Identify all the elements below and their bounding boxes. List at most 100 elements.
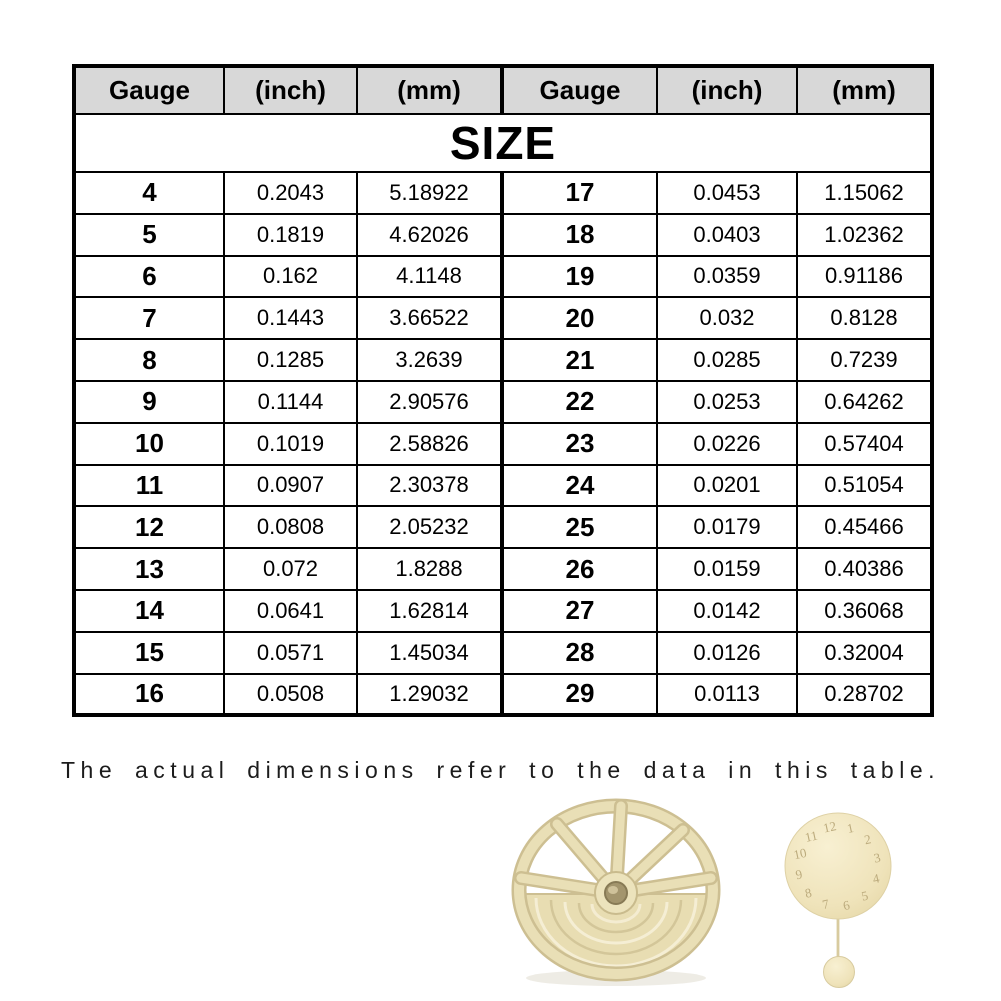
gauge-cell: 14 bbox=[73, 588, 225, 633]
inch-cell: 0.0453 bbox=[656, 171, 798, 215]
mm-cell: 0.51054 bbox=[796, 463, 933, 508]
mm-cell: 1.15062 bbox=[796, 171, 933, 215]
inch-cell: 0.0142 bbox=[656, 588, 798, 633]
clock-numeral: 5 bbox=[860, 888, 869, 904]
mm-cell: 0.32004 bbox=[796, 630, 933, 675]
gauge-cell: 27 bbox=[500, 588, 658, 633]
col-header-gauge-left: Gauge bbox=[73, 65, 225, 115]
col-header-gauge-right: Gauge bbox=[500, 65, 658, 115]
table-row: 10 0.1019 2.58826 23 0.0226 0.57404 bbox=[73, 421, 933, 466]
inch-cell: 0.1019 bbox=[223, 421, 358, 466]
clock-face bbox=[784, 812, 892, 920]
gauge-cell: 4 bbox=[73, 171, 225, 215]
table-title-row: SIZE bbox=[73, 113, 933, 173]
gauge-cell: 6 bbox=[73, 254, 225, 299]
mm-cell: 2.90576 bbox=[356, 379, 503, 424]
mm-cell: 4.62026 bbox=[356, 212, 503, 257]
mm-cell: 0.40386 bbox=[796, 547, 933, 591]
table-row: 11 0.0907 2.30378 24 0.0201 0.51054 bbox=[73, 463, 933, 508]
mm-cell: 0.8128 bbox=[796, 296, 933, 341]
table-row: 13 0.072 1.8288 26 0.0159 0.40386 bbox=[73, 547, 933, 591]
table-header-row: Gauge (inch) (mm) Gauge (inch) (mm) bbox=[73, 65, 933, 115]
gauge-cell: 7 bbox=[73, 296, 225, 341]
col-header-inch-right: (inch) bbox=[656, 65, 798, 115]
table-caption: The actual dimensions refer to the data … bbox=[60, 757, 941, 783]
inch-cell: 0.1285 bbox=[223, 338, 358, 382]
clock-numeral: 2 bbox=[863, 831, 872, 847]
mm-cell: 3.2639 bbox=[356, 338, 503, 382]
inch-cell: 0.0159 bbox=[656, 547, 798, 591]
gauge-cell: 17 bbox=[500, 171, 658, 215]
table-row: 15 0.0571 1.45034 28 0.0126 0.32004 bbox=[73, 630, 933, 675]
gauge-cell: 29 bbox=[500, 672, 658, 717]
table-row: 6 0.162 4.1148 19 0.0359 0.91186 bbox=[73, 254, 933, 299]
gauge-cell: 21 bbox=[500, 338, 658, 382]
brass-wheel-photo bbox=[511, 798, 721, 986]
mm-cell: 0.57404 bbox=[796, 421, 933, 466]
gauge-cell: 15 bbox=[73, 630, 225, 675]
inch-cell: 0.0253 bbox=[656, 379, 798, 424]
table-row: 7 0.1443 3.66522 20 0.032 0.8128 bbox=[73, 296, 933, 341]
clock-numeral: 10 bbox=[792, 845, 808, 862]
clock-numeral: 7 bbox=[821, 896, 831, 912]
mm-cell: 2.30378 bbox=[356, 463, 503, 508]
mm-cell: 2.58826 bbox=[356, 421, 503, 466]
mm-cell: 1.62814 bbox=[356, 588, 503, 633]
gauge-cell: 10 bbox=[73, 421, 225, 466]
mm-cell: 0.64262 bbox=[796, 379, 933, 424]
mm-cell: 0.7239 bbox=[796, 338, 933, 382]
gauge-cell: 22 bbox=[500, 379, 658, 424]
clock-numeral: 6 bbox=[842, 897, 852, 913]
mm-cell: 1.45034 bbox=[356, 630, 503, 675]
inch-cell: 0.0179 bbox=[656, 505, 798, 550]
pendulum-rod bbox=[836, 913, 840, 961]
inch-cell: 0.0226 bbox=[656, 421, 798, 466]
clock-numeral: 12 bbox=[822, 818, 838, 835]
clock-numeral: 3 bbox=[872, 850, 881, 866]
gauge-cell: 18 bbox=[500, 212, 658, 257]
table-row: 8 0.1285 3.2639 21 0.0285 0.7239 bbox=[73, 338, 933, 382]
gauge-cell: 13 bbox=[73, 547, 225, 591]
inch-cell: 0.0907 bbox=[223, 463, 358, 508]
gauge-cell: 28 bbox=[500, 630, 658, 675]
gauge-cell: 5 bbox=[73, 212, 225, 257]
size-table-container: SIZE Gauge (inch) (mm) Gauge (inch) (mm)… bbox=[72, 64, 934, 718]
clock-numeral: 8 bbox=[804, 885, 813, 901]
clock-numeral: 9 bbox=[794, 866, 803, 882]
gauge-cell: 12 bbox=[73, 505, 225, 550]
mm-cell: 3.66522 bbox=[356, 296, 503, 341]
inch-cell: 0.0403 bbox=[656, 212, 798, 257]
col-header-mm-left: (mm) bbox=[356, 65, 503, 115]
inch-cell: 0.1443 bbox=[223, 296, 358, 341]
inch-cell: 0.0641 bbox=[223, 588, 358, 633]
mm-cell: 1.8288 bbox=[356, 547, 503, 591]
gauge-cell: 23 bbox=[500, 421, 658, 466]
mm-cell: 1.29032 bbox=[356, 672, 503, 717]
clock-numeral: 11 bbox=[804, 828, 819, 845]
inch-cell: 0.0285 bbox=[656, 338, 798, 382]
mm-cell: 5.18922 bbox=[356, 171, 503, 215]
inch-cell: 0.072 bbox=[223, 547, 358, 591]
mm-cell: 0.91186 bbox=[796, 254, 933, 299]
clock-numeral: 4 bbox=[871, 870, 881, 886]
size-table: SIZE Gauge (inch) (mm) Gauge (inch) (mm)… bbox=[72, 64, 934, 718]
gauge-cell: 16 bbox=[73, 672, 225, 717]
mm-cell: 0.28702 bbox=[796, 672, 933, 717]
page-title: SIZE bbox=[73, 113, 933, 173]
inch-cell: 0.0808 bbox=[223, 505, 358, 550]
mm-cell: 0.36068 bbox=[796, 588, 933, 633]
table-row: 12 0.0808 2.05232 25 0.0179 0.45466 bbox=[73, 505, 933, 550]
mm-cell: 1.02362 bbox=[796, 212, 933, 257]
inch-cell: 0.162 bbox=[223, 254, 358, 299]
gauge-cell: 26 bbox=[500, 547, 658, 591]
table-row: 4 0.2043 5.18922 17 0.0453 1.15062 bbox=[73, 171, 933, 215]
table-row: 14 0.0641 1.62814 27 0.0142 0.36068 bbox=[73, 588, 933, 633]
inch-cell: 0.1144 bbox=[223, 379, 358, 424]
clock-numeral: 1 bbox=[846, 820, 855, 836]
gauge-cell: 9 bbox=[73, 379, 225, 424]
gauge-cell: 24 bbox=[500, 463, 658, 508]
col-header-inch-left: (inch) bbox=[223, 65, 358, 115]
